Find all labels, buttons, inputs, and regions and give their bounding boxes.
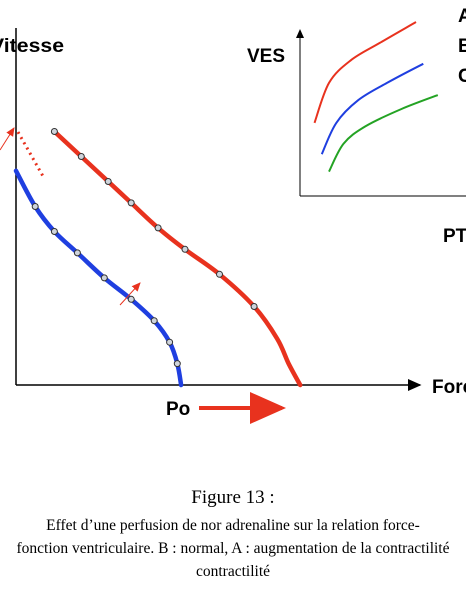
caption-line-2: fonction ventriculaire. B : normal, A : … bbox=[16, 540, 450, 557]
data-point-b-7 bbox=[166, 338, 174, 346]
data-point-b-2 bbox=[50, 228, 58, 235]
data-point-b-4 bbox=[100, 274, 108, 282]
main-y-label: Vitesse bbox=[0, 36, 64, 57]
data-point-b-8 bbox=[173, 360, 181, 368]
data-point-a-6 bbox=[181, 245, 189, 253]
data-point-b-6 bbox=[150, 317, 158, 325]
inset-legend-a: A bbox=[458, 6, 466, 27]
inset-legend-c: C bbox=[458, 66, 466, 87]
shift-arrow-top bbox=[0, 127, 15, 151]
curve-a-dotted-extension bbox=[16, 131, 46, 179]
inset-curve-c bbox=[328, 94, 439, 173]
inset-curve-b bbox=[320, 62, 424, 155]
data-point-b-5 bbox=[127, 295, 135, 303]
data-point-a-4 bbox=[127, 199, 135, 207]
inset-series-group bbox=[313, 21, 439, 173]
caption-line-3: contractilité bbox=[195, 563, 271, 580]
inset-x-label: PT bbox=[443, 226, 466, 247]
inset-legend-b: B bbox=[458, 36, 466, 57]
inset-curve-a bbox=[313, 21, 417, 124]
data-point-b-3 bbox=[73, 249, 81, 257]
data-point-b-1 bbox=[31, 203, 39, 210]
inset-legend-group: ABC bbox=[458, 6, 466, 87]
data-point-a-7 bbox=[216, 270, 223, 278]
main-series-group bbox=[13, 129, 303, 388]
main-curve-a bbox=[52, 129, 303, 388]
figure-title: Figure 13 : bbox=[191, 487, 275, 508]
caption-line-1: Effet d’une perfusion de nor adrenaline … bbox=[46, 517, 420, 534]
inset-y-label: VES bbox=[247, 46, 285, 67]
data-point-a-3 bbox=[104, 178, 112, 185]
data-point-a-2 bbox=[77, 153, 85, 160]
data-point-a-1 bbox=[50, 128, 58, 135]
po-label: Po bbox=[166, 399, 190, 420]
shift-arrow-middle bbox=[119, 282, 141, 306]
data-point-a-5 bbox=[154, 224, 162, 232]
main-points-group bbox=[31, 128, 258, 368]
main-x-label: Force bbox=[432, 377, 466, 398]
main-curve-b bbox=[13, 168, 184, 388]
data-point-a-8 bbox=[250, 303, 258, 310]
